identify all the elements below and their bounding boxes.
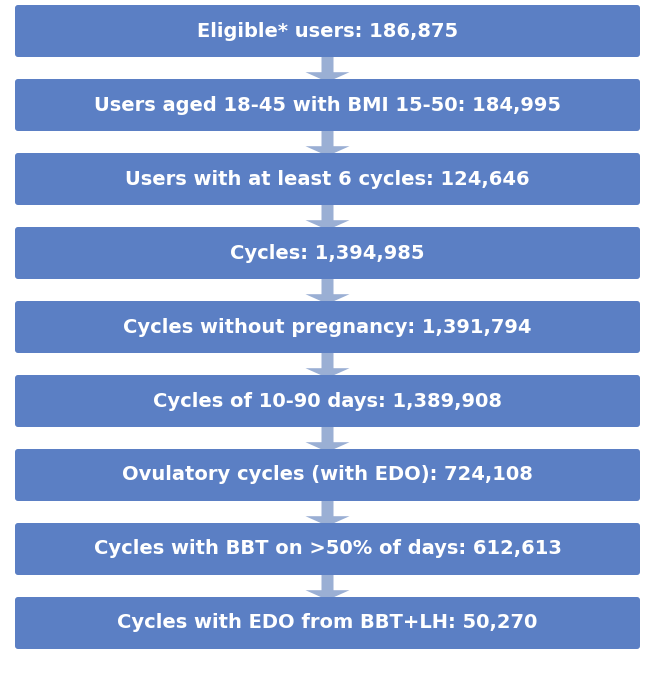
Text: Users aged 18-45 with BMI 15-50: 184,995: Users aged 18-45 with BMI 15-50: 184,995 <box>94 95 561 114</box>
FancyBboxPatch shape <box>15 79 640 131</box>
FancyBboxPatch shape <box>15 449 640 501</box>
Polygon shape <box>305 202 350 230</box>
Polygon shape <box>305 350 350 378</box>
Text: Users with at least 6 cycles: 124,646: Users with at least 6 cycles: 124,646 <box>125 169 530 188</box>
Text: Cycles of 10-90 days: 1,389,908: Cycles of 10-90 days: 1,389,908 <box>153 392 502 410</box>
FancyBboxPatch shape <box>15 227 640 279</box>
FancyBboxPatch shape <box>15 153 640 205</box>
Polygon shape <box>305 424 350 452</box>
FancyBboxPatch shape <box>15 375 640 427</box>
Text: Cycles with BBT on >50% of days: 612,613: Cycles with BBT on >50% of days: 612,613 <box>94 540 561 558</box>
Polygon shape <box>305 128 350 156</box>
FancyBboxPatch shape <box>15 523 640 575</box>
FancyBboxPatch shape <box>15 301 640 353</box>
Polygon shape <box>305 572 350 600</box>
Text: Eligible* users: 186,875: Eligible* users: 186,875 <box>197 21 458 40</box>
Polygon shape <box>305 276 350 304</box>
Text: Cycles without pregnancy: 1,391,794: Cycles without pregnancy: 1,391,794 <box>123 318 532 336</box>
Text: Ovulatory cycles (with EDO): 724,108: Ovulatory cycles (with EDO): 724,108 <box>122 466 533 484</box>
FancyBboxPatch shape <box>15 5 640 57</box>
FancyBboxPatch shape <box>15 597 640 649</box>
Polygon shape <box>305 54 350 82</box>
Text: Cycles: 1,394,985: Cycles: 1,394,985 <box>231 243 424 262</box>
Text: Cycles with EDO from BBT+LH: 50,270: Cycles with EDO from BBT+LH: 50,270 <box>117 614 538 632</box>
Polygon shape <box>305 498 350 526</box>
